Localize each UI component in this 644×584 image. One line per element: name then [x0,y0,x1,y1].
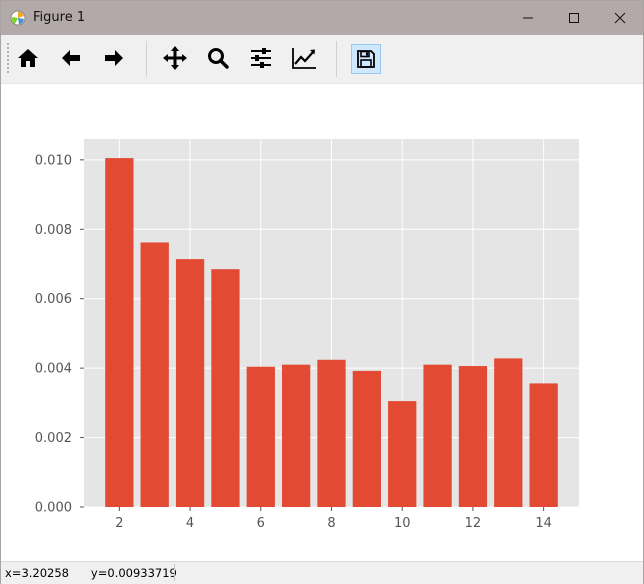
bar [352,370,381,507]
home-icon [18,49,38,67]
bar [105,158,134,507]
y-tick-label: 0.002 [35,431,72,446]
save-button[interactable] [351,44,381,74]
minimize-button[interactable] [505,1,551,35]
bar [175,259,205,507]
x-tick-label: 2 [115,516,123,531]
bar [140,242,169,507]
x-tick-label: 10 [394,516,411,531]
x-tick-label: 8 [327,516,335,531]
maximize-icon [569,13,579,23]
sliders-icon [251,48,271,68]
bar [529,383,558,507]
y-tick-label: 0.008 [35,223,72,238]
bar-chart[interactable]: 2 4 6 8 10 12 14 0.000 0.002 0.004 0.006 0.008 0.010 [1,84,643,561]
back-button[interactable] [54,41,88,75]
subplots-button[interactable] [244,41,278,75]
toolbar-separator [146,41,147,77]
floppy-disk-icon [357,50,375,68]
status-divider [174,564,175,581]
title-bar[interactable]: Figure 1 [1,1,643,35]
x-tick-label: 4 [186,516,194,531]
y-tick-label: 0.010 [35,153,72,168]
bar [246,366,275,507]
maximize-button[interactable] [551,1,597,35]
bar [317,359,346,507]
close-button[interactable] [597,1,643,35]
minimize-icon [523,17,533,19]
zoom-button[interactable] [201,41,235,75]
bar [211,269,240,507]
magnifier-icon [208,48,229,69]
bar [282,364,311,507]
close-icon [614,12,626,24]
navigation-toolbar [1,35,643,84]
chart-line-icon [292,48,316,69]
toolbar-separator [336,41,337,77]
bar [458,366,488,507]
bar [388,401,417,507]
arrow-right-icon [105,50,123,66]
home-button[interactable] [11,41,45,75]
x-tick-label: 12 [465,516,482,531]
matplotlib-logo-icon [10,10,26,26]
edit-axes-button[interactable] [287,41,321,75]
y-tick-label: 0.000 [35,501,72,516]
toolbar-grip[interactable] [7,43,11,73]
x-tick-label: 6 [257,516,265,531]
pan-button[interactable] [158,41,192,75]
y-tick-label: 0.006 [35,292,72,307]
arrow-left-icon [62,50,80,66]
bar [494,358,523,507]
forward-button[interactable] [97,41,131,75]
bar [423,364,452,507]
window-title: Figure 1 [33,10,86,25]
status-bar: x=3.20258 y=0.00933719 [1,561,643,584]
x-tick-label: 14 [535,516,552,531]
figure-canvas[interactable]: 2 4 6 8 10 12 14 0.000 0.002 0.004 0.006 0.008 0.010 [1,84,643,561]
cursor-coordinates: x=3.20258 y=0.00933719 [5,566,177,580]
y-tick-label: 0.004 [35,362,72,377]
move-icon [163,46,187,70]
